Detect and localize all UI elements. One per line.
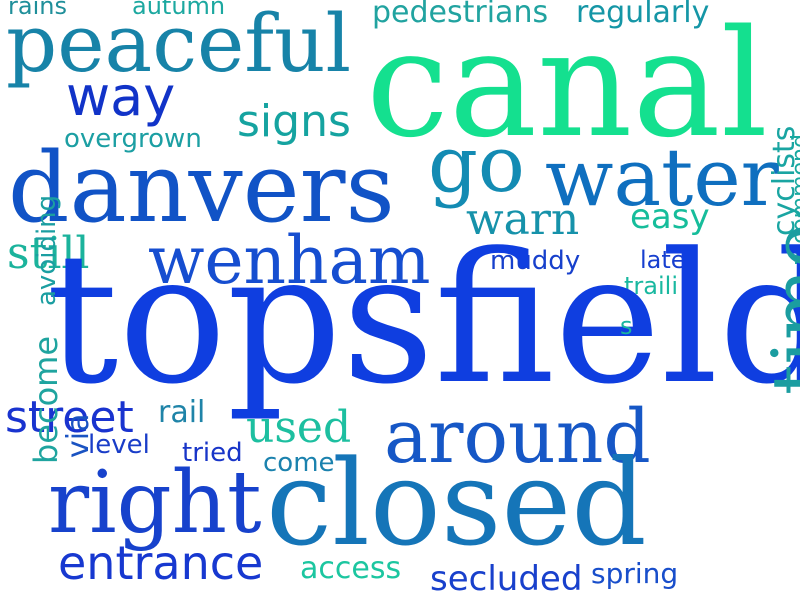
word-autumn: autumn — [132, 0, 226, 20]
word-still: still — [7, 228, 90, 279]
word-right: right — [48, 453, 262, 553]
word-become: become — [27, 335, 65, 464]
word-level: level — [88, 430, 150, 460]
word-easy: easy — [630, 197, 710, 237]
word-topsfield: topsfield — [46, 215, 800, 424]
word-time: time — [755, 223, 800, 395]
word-traili: traili — [624, 272, 678, 300]
word-used: used — [246, 402, 352, 453]
word-around: around — [384, 394, 651, 480]
word-come: come — [263, 448, 335, 478]
word-danvers: danvers — [8, 132, 395, 244]
word-s: s — [620, 312, 633, 340]
word-overgrown: overgrown — [64, 124, 202, 154]
word-muddy: muddy — [490, 246, 581, 276]
word-tried: tried — [182, 438, 243, 468]
word-spring: spring — [591, 557, 679, 590]
word-canal: canal — [366, 0, 769, 170]
word-secluded: secluded — [430, 559, 583, 599]
word-pedestrians: pedestrians — [372, 0, 549, 30]
word-peaceful: peaceful — [6, 0, 352, 90]
word-avoiding: avoiding — [32, 194, 62, 306]
word-access: access — [300, 551, 402, 586]
word-signs: signs — [237, 96, 351, 147]
word-late: late — [640, 246, 686, 274]
word-warn: warn — [466, 194, 580, 245]
word-rail: rail — [158, 395, 206, 430]
word-street: street — [5, 392, 134, 443]
word-way: way — [66, 65, 176, 128]
word-regularly: regularly — [576, 0, 710, 30]
word-go: go — [428, 120, 525, 210]
word-wenham: wenham — [148, 222, 431, 299]
word-entrance: entrance — [58, 536, 264, 590]
word-water: water — [545, 131, 779, 224]
word-rains: rains — [8, 0, 67, 20]
word-closed: closed — [266, 434, 647, 572]
